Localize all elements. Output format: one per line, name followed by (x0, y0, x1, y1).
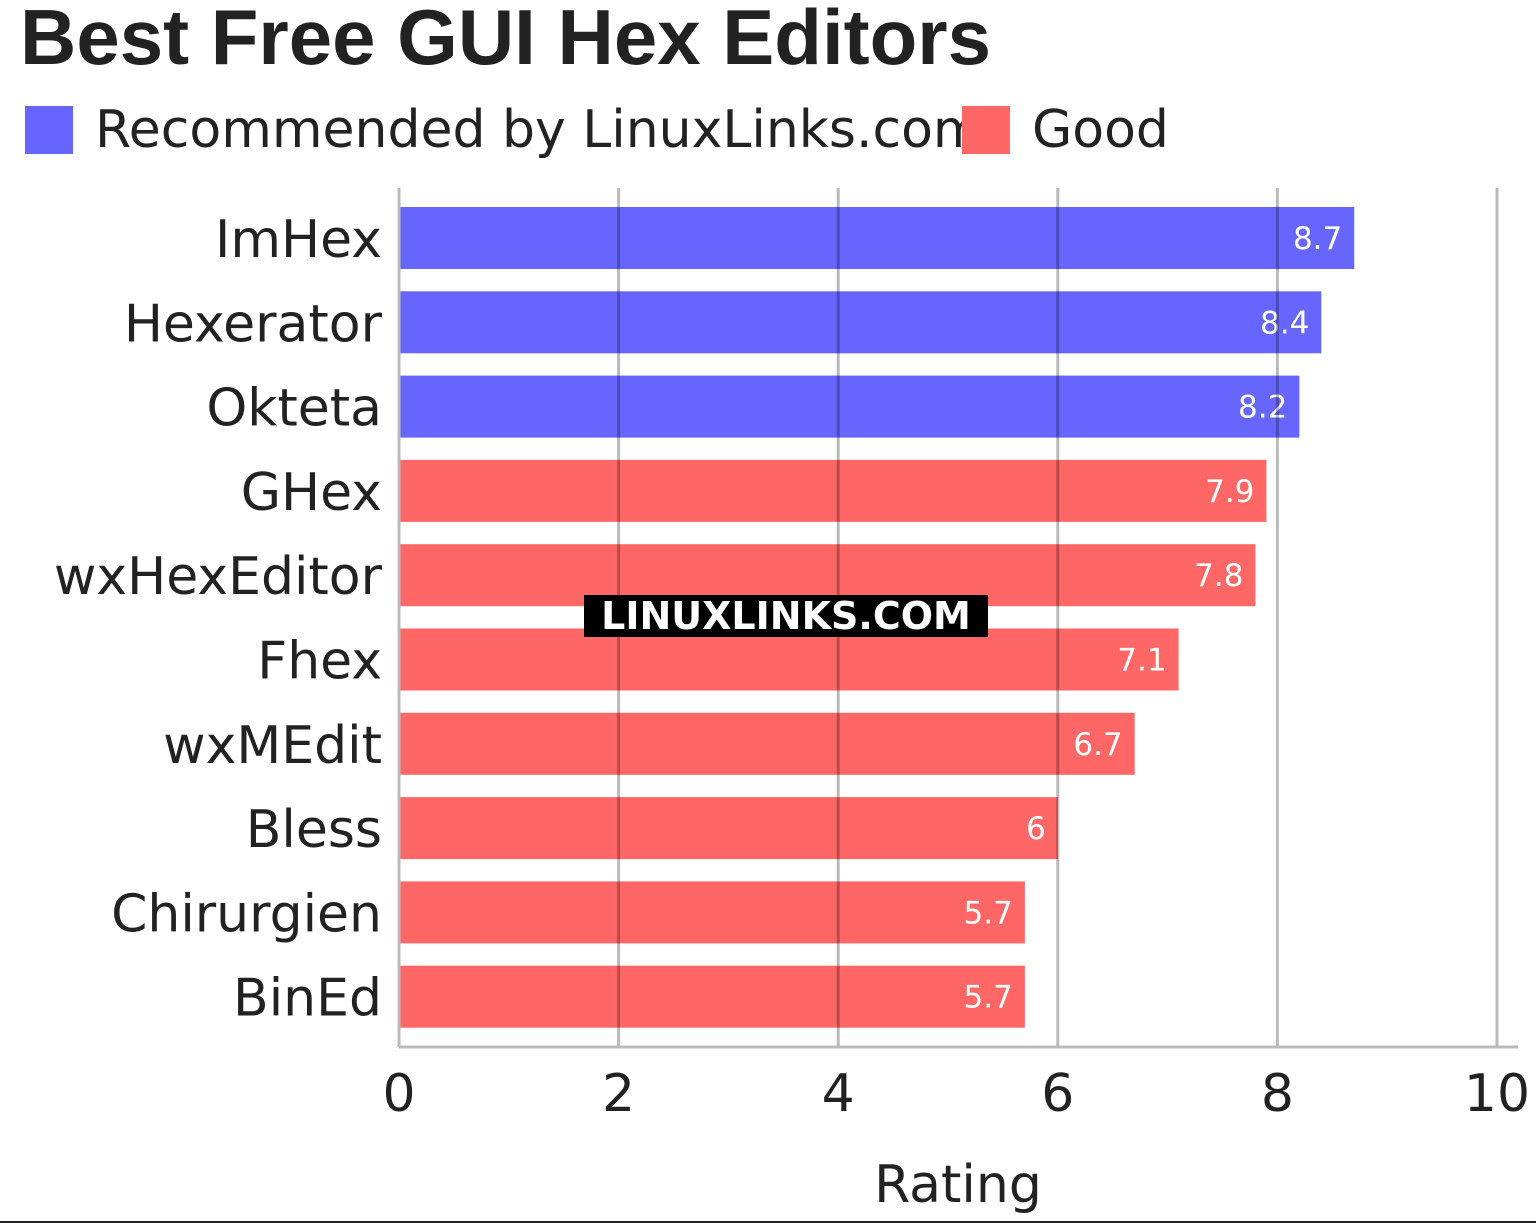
data-label: 6.7 (1073, 727, 1122, 763)
x-axis-title: Rating (874, 1155, 1042, 1215)
bar-imhex (399, 207, 1355, 269)
legend-label-good: Good (1032, 100, 1169, 160)
x-tick-label: 10 (1464, 1064, 1530, 1124)
bottom-rule (0, 1221, 1536, 1223)
category-label: BinEd (233, 969, 382, 1029)
bar-fhex (399, 628, 1179, 691)
x-tick-label: 4 (822, 1064, 855, 1124)
legend-item-good: Good (962, 100, 1169, 160)
data-label: 8.2 (1238, 390, 1287, 426)
bar-bined (399, 965, 1025, 1028)
x-tick-label: 6 (1041, 1064, 1074, 1124)
data-label: 8.7 (1293, 221, 1342, 257)
legend-item-recommended: Recommended by LinuxLinks.com (25, 100, 984, 160)
x-tick-label: 8 (1261, 1064, 1294, 1124)
bar-okteta (399, 375, 1300, 438)
category-label: Bless (246, 800, 382, 860)
bar-bless (399, 797, 1058, 860)
category-label: Chirurgien (111, 884, 382, 944)
data-label: 7.9 (1205, 474, 1254, 510)
legend-swatch-recommended (25, 106, 73, 154)
x-tick-label: 0 (382, 1064, 415, 1124)
category-label: Okteta (206, 379, 382, 439)
category-label: ImHex (215, 210, 382, 270)
legend-swatch-good (962, 106, 1010, 154)
bar-hexerator (399, 291, 1322, 354)
x-tick-label: 2 (602, 1064, 635, 1124)
category-label: GHex (241, 463, 382, 523)
data-label: 5.7 (964, 980, 1013, 1016)
data-label: 8.4 (1260, 305, 1309, 341)
data-label: 7.1 (1117, 643, 1166, 679)
bar-wxmedit (399, 712, 1135, 775)
chart-title: Best Free GUI Hex Editors (20, 0, 991, 81)
watermark-logo: LINUXLINKS.COM (584, 595, 988, 637)
data-label: 5.7 (964, 895, 1013, 931)
category-label: wxMEdit (163, 716, 382, 776)
legend-label-recommended: Recommended by LinuxLinks.com (95, 100, 984, 160)
bar-ghex (399, 459, 1267, 522)
data-label: 6 (1026, 811, 1046, 847)
category-label: Fhex (257, 632, 382, 692)
data-label: 7.8 (1194, 558, 1243, 594)
category-label: Hexerator (124, 294, 383, 354)
category-label: wxHexEditor (54, 547, 383, 607)
bar-chirurgien (399, 881, 1025, 944)
